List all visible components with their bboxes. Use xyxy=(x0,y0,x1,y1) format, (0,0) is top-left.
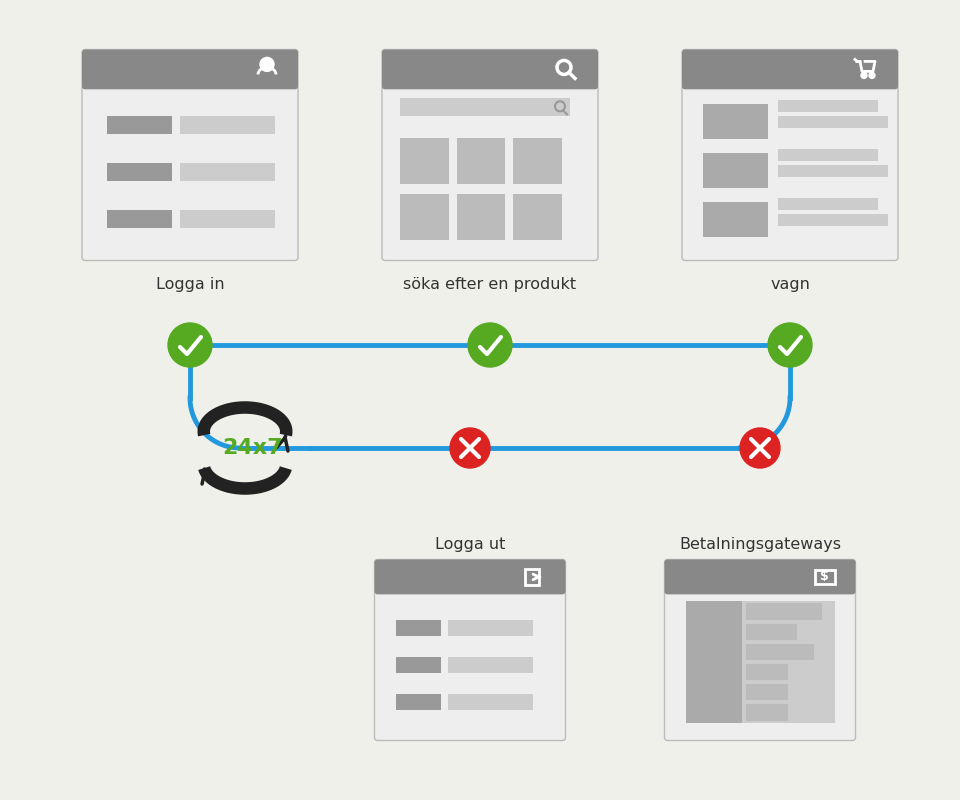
FancyBboxPatch shape xyxy=(396,694,441,710)
FancyBboxPatch shape xyxy=(447,657,533,673)
FancyBboxPatch shape xyxy=(703,153,768,188)
FancyBboxPatch shape xyxy=(682,50,898,90)
FancyBboxPatch shape xyxy=(82,50,298,90)
Text: söka efter en produkt: söka efter en produkt xyxy=(403,278,577,293)
Text: vagn: vagn xyxy=(770,278,810,293)
Text: Logga in: Logga in xyxy=(156,278,225,293)
FancyBboxPatch shape xyxy=(685,602,742,722)
FancyBboxPatch shape xyxy=(396,620,441,636)
FancyBboxPatch shape xyxy=(746,623,797,640)
FancyBboxPatch shape xyxy=(374,559,565,594)
Circle shape xyxy=(450,428,490,468)
FancyBboxPatch shape xyxy=(386,70,594,86)
Text: $: $ xyxy=(820,570,828,583)
FancyBboxPatch shape xyxy=(703,104,768,139)
FancyBboxPatch shape xyxy=(686,70,894,86)
FancyBboxPatch shape xyxy=(378,577,562,591)
FancyBboxPatch shape xyxy=(778,116,888,128)
FancyBboxPatch shape xyxy=(514,194,562,239)
FancyBboxPatch shape xyxy=(778,165,888,177)
FancyBboxPatch shape xyxy=(107,116,172,134)
FancyBboxPatch shape xyxy=(778,100,878,112)
FancyBboxPatch shape xyxy=(457,138,505,184)
Circle shape xyxy=(869,73,875,78)
FancyBboxPatch shape xyxy=(82,50,298,261)
FancyBboxPatch shape xyxy=(685,602,834,722)
FancyBboxPatch shape xyxy=(107,163,172,181)
Circle shape xyxy=(768,323,812,367)
FancyBboxPatch shape xyxy=(746,664,788,680)
FancyBboxPatch shape xyxy=(778,149,878,161)
Text: Betalningsgateways: Betalningsgateways xyxy=(679,538,841,553)
Circle shape xyxy=(260,58,274,71)
Text: 24x7: 24x7 xyxy=(223,438,283,458)
Circle shape xyxy=(740,428,780,468)
FancyBboxPatch shape xyxy=(746,603,822,619)
Circle shape xyxy=(168,323,212,367)
FancyBboxPatch shape xyxy=(457,194,505,239)
FancyBboxPatch shape xyxy=(382,50,598,261)
FancyBboxPatch shape xyxy=(396,657,441,673)
FancyBboxPatch shape xyxy=(400,138,448,184)
Circle shape xyxy=(468,323,512,367)
FancyBboxPatch shape xyxy=(382,50,598,90)
FancyBboxPatch shape xyxy=(664,559,855,741)
FancyBboxPatch shape xyxy=(400,194,448,239)
FancyBboxPatch shape xyxy=(778,198,878,210)
Circle shape xyxy=(861,73,867,78)
Text: Logga ut: Logga ut xyxy=(435,538,505,553)
FancyBboxPatch shape xyxy=(703,202,768,237)
FancyBboxPatch shape xyxy=(180,210,275,228)
FancyBboxPatch shape xyxy=(180,116,275,134)
FancyBboxPatch shape xyxy=(746,684,788,700)
FancyBboxPatch shape xyxy=(86,70,294,86)
FancyBboxPatch shape xyxy=(746,644,814,660)
FancyBboxPatch shape xyxy=(107,210,172,228)
FancyBboxPatch shape xyxy=(180,163,275,181)
FancyBboxPatch shape xyxy=(682,50,898,261)
FancyBboxPatch shape xyxy=(514,138,562,184)
FancyBboxPatch shape xyxy=(664,559,855,594)
FancyBboxPatch shape xyxy=(778,214,888,226)
FancyBboxPatch shape xyxy=(746,704,788,721)
FancyBboxPatch shape xyxy=(374,559,565,741)
FancyBboxPatch shape xyxy=(668,577,852,591)
FancyBboxPatch shape xyxy=(400,98,570,116)
FancyBboxPatch shape xyxy=(447,694,533,710)
FancyBboxPatch shape xyxy=(447,620,533,636)
